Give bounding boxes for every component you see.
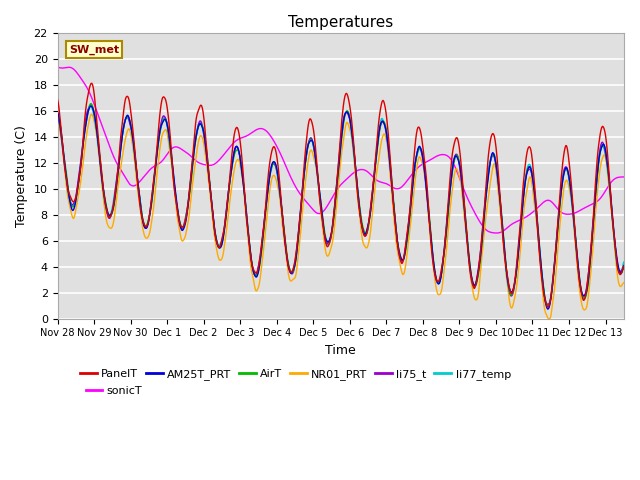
X-axis label: Time: Time bbox=[325, 344, 356, 357]
Text: SW_met: SW_met bbox=[69, 45, 119, 55]
Legend: sonicT: sonicT bbox=[81, 382, 147, 400]
Title: Temperatures: Temperatures bbox=[288, 15, 394, 30]
Y-axis label: Temperature (C): Temperature (C) bbox=[15, 125, 28, 227]
